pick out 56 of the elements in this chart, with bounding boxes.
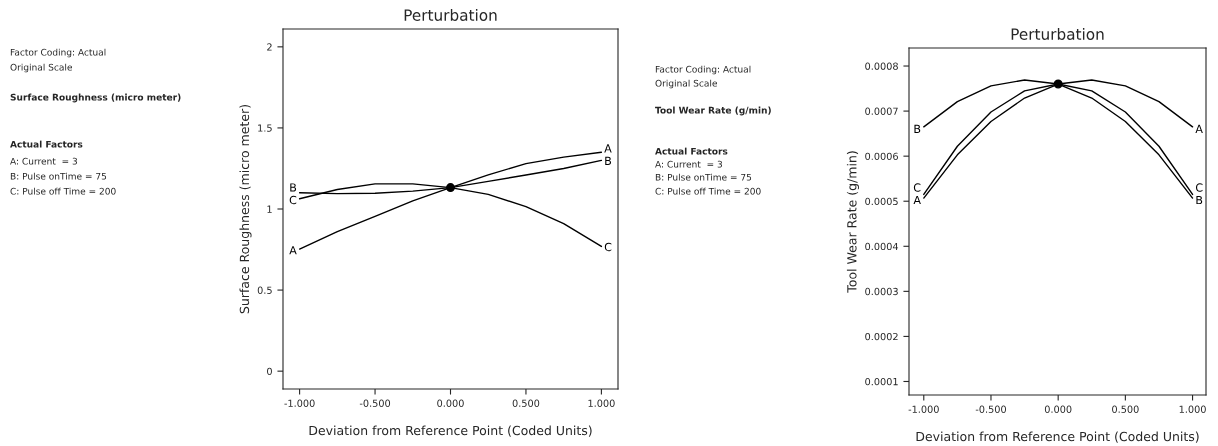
- series-label: A: [604, 144, 612, 153]
- text: Factor Coding: Actual: [10, 48, 106, 58]
- y-tick-label: 0.0001: [865, 377, 898, 386]
- text: Factor Coding: Actual: [655, 65, 751, 75]
- text: C: Pulse off Time = 200: [10, 187, 116, 195]
- text: B: Pulse onTime = 75: [655, 173, 752, 181]
- text: C: Pulse off Time = 200: [655, 187, 761, 195]
- y-axis-title: Tool Wear Rate (g/min): [846, 151, 860, 293]
- text: B: [1196, 196, 1203, 205]
- x-tick-label: 0.500: [1112, 405, 1139, 413]
- y-tick-label: 0.0002: [865, 332, 898, 341]
- text: A: [1195, 124, 1203, 133]
- y-tick-label: 1: [267, 205, 272, 213]
- text: A: [289, 246, 297, 255]
- y-tick-label: 0.5: [257, 286, 272, 294]
- line-series: [298, 151, 603, 250]
- x-axis-title: Deviation from Reference Point (Coded Units): [916, 431, 1199, 443]
- series-label: C: [604, 242, 612, 252]
- text: Tool Wear Rate (g/min): [655, 106, 771, 116]
- y-tick-label: 0.0004: [865, 242, 899, 251]
- x-tick-label: 1.000: [1179, 405, 1206, 413]
- text: B: [605, 156, 612, 165]
- series-label: B: [290, 183, 297, 192]
- y-axis-title: Surface Roughness (micro meter): [239, 105, 252, 314]
- y-tick-label: 0: [267, 367, 272, 375]
- y-tick-label: 0.0007: [865, 107, 898, 115]
- y-tick-label: 0.0005: [865, 197, 898, 206]
- x-tick-label: 0.000: [1044, 405, 1072, 413]
- chart-title: Perturbation: [1011, 28, 1104, 40]
- y-tick-label: 0.0006: [865, 152, 898, 160]
- text: B: Pulse onTime = 75: [10, 172, 107, 180]
- series-label: A: [913, 196, 921, 205]
- y-tick-label: 0.0003: [865, 287, 898, 296]
- x-axis-title: Deviation from Reference Point (Coded Units): [309, 425, 592, 437]
- x-tick-label: -1.000: [284, 399, 315, 407]
- text: Original Scale: [10, 63, 72, 73]
- text: A: Current = 3: [655, 160, 723, 168]
- text: A: Current = 3: [10, 157, 78, 165]
- text: Actual Factors: [10, 140, 83, 148]
- series-label: C: [913, 183, 921, 192]
- x-tick-label: -0.500: [359, 399, 391, 407]
- series-label: B: [914, 124, 921, 133]
- x-tick-label: 1.000: [588, 399, 615, 407]
- x-tick-label: -1.000: [908, 405, 939, 413]
- text: Surface Roughness (micro meter): [10, 93, 181, 103]
- y-tick-label: 2: [267, 43, 272, 51]
- x-tick-label: 0.000: [437, 399, 464, 407]
- text: Original Scale: [655, 79, 717, 89]
- text: C: [1195, 183, 1203, 192]
- x-tick-label: 0.500: [512, 399, 540, 407]
- text: Actual Factors: [655, 147, 728, 155]
- chart-title: Perturbation: [404, 9, 497, 21]
- x-tick-label: -0.500: [975, 405, 1006, 413]
- y-tick-label: 0.0008: [865, 62, 898, 70]
- text: C: [289, 195, 297, 205]
- y-tick-label: 1.5: [258, 124, 272, 132]
